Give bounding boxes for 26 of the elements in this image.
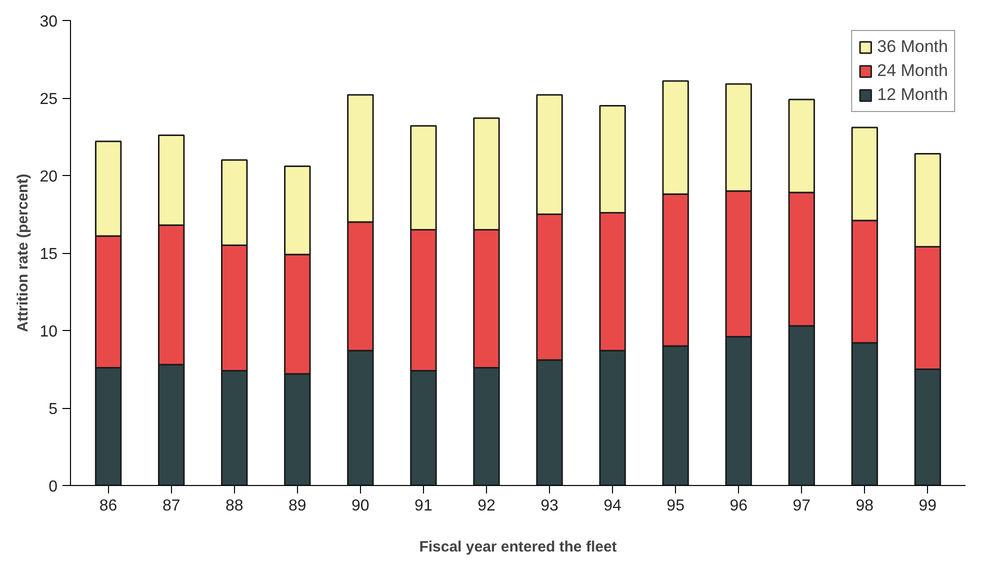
- x-tick-label: 89: [288, 498, 306, 514]
- x-tick-label: 94: [604, 498, 622, 514]
- legend-label: 36 Month: [877, 37, 948, 57]
- y-tick-label: 10: [40, 324, 58, 340]
- x-axis-title: Fiscal year entered the fleet: [419, 538, 617, 556]
- legend-label: 24 Month: [877, 61, 948, 81]
- y-tick-label: 15: [40, 246, 58, 263]
- x-tick-label: 92: [478, 498, 496, 514]
- x-tick-label: 96: [730, 498, 748, 514]
- x-tick-label: 93: [540, 498, 559, 514]
- x-tick-label: 87: [162, 498, 180, 514]
- y-tick-label: 5: [48, 401, 58, 418]
- x-tick-label: 90: [352, 498, 370, 514]
- y-axis-title: Attrition rate (percent): [14, 174, 32, 332]
- x-tick-label: 99: [918, 498, 937, 514]
- y-tick-label: 0: [48, 478, 58, 496]
- x-tick-label: 95: [666, 498, 685, 514]
- x-tick-label: 86: [99, 498, 118, 514]
- legend-label: 12 Month: [877, 85, 948, 105]
- x-tick-label: 88: [225, 498, 244, 514]
- y-tick-label: 20: [40, 168, 58, 186]
- y-tick-label: 25: [40, 91, 58, 108]
- y-tick-label: 30: [40, 14, 58, 30]
- x-tick-label: 97: [792, 498, 811, 514]
- x-tick-label: 98: [856, 498, 874, 514]
- x-tick-label: 91: [414, 498, 432, 514]
